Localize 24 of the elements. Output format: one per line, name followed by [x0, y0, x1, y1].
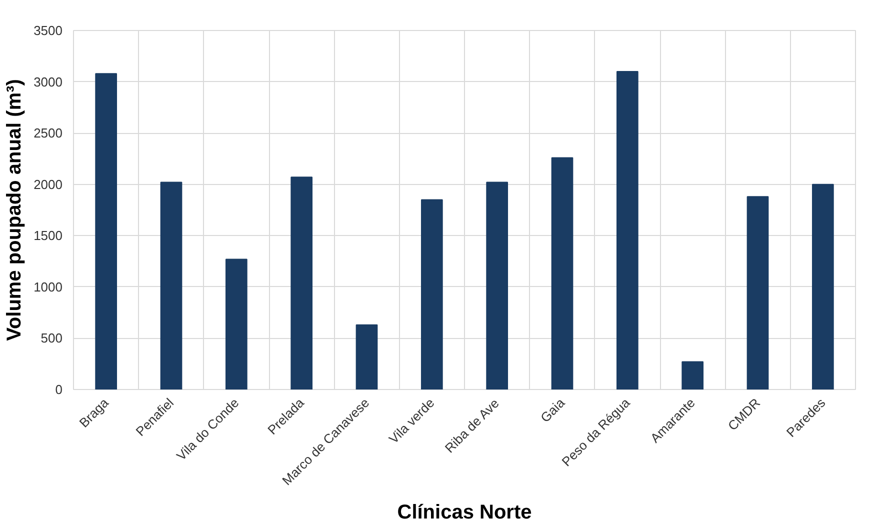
bar — [486, 182, 508, 390]
y-tick-label: 500 — [40, 330, 63, 346]
bar — [420, 199, 443, 390]
y-tick-label: 1000 — [34, 279, 62, 294]
y-tick-label: 3500 — [34, 23, 62, 38]
y-axis-title: Volume poupado anual (m³) — [4, 79, 26, 341]
y-tick-label: 2000 — [34, 176, 62, 192]
bar — [160, 182, 182, 390]
bar — [95, 73, 118, 390]
x-tick-label: Riba de Ave — [442, 396, 502, 456]
bar — [812, 184, 834, 390]
bar — [356, 324, 378, 390]
bar — [551, 157, 574, 390]
bar — [225, 258, 248, 390]
x-tick-label: Gaia — [538, 394, 568, 426]
y-tick-label: 0 — [55, 382, 63, 397]
y-tick-label: 1500 — [34, 228, 62, 244]
bar — [682, 361, 704, 390]
y-tick-label: 2500 — [34, 126, 62, 141]
x-axis-title: Clínicas Norte — [397, 501, 532, 524]
bar — [290, 176, 313, 390]
bar — [746, 196, 769, 390]
y-tick-label: 3000 — [34, 74, 62, 90]
bar — [616, 71, 638, 390]
